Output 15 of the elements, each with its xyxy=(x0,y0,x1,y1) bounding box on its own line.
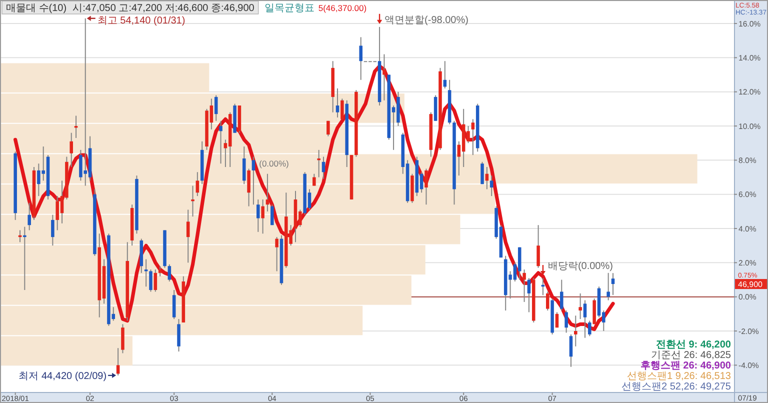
annotation: 배당락(0.00%) xyxy=(548,261,613,272)
annotation: 후행스팬 26: 46,900 xyxy=(640,360,732,372)
text: 46,900 xyxy=(738,280,764,290)
text: 선행스팬1 9,26: 46,513 xyxy=(627,371,732,382)
annotation: 일목균형표 xyxy=(264,3,314,14)
annotation: 전환선 9: 46,200 xyxy=(656,340,732,350)
legend: 5(46,370.00) xyxy=(318,3,367,14)
annotation: 최저 44,420 (02/09) xyxy=(18,371,107,382)
annotation: 기준선 26: 46,825 xyxy=(650,350,732,361)
annotation: 최고 54,140 (01/31) xyxy=(97,15,186,26)
annotation: (0.00%) xyxy=(259,158,290,168)
chart-title: 매물대 수(10) xyxy=(6,3,67,14)
annotation: 액면분할(-98.00%) xyxy=(384,14,468,26)
chart-subtitle: 시:47,050 고:47,200 저:46,600 종:46,900 xyxy=(72,3,255,14)
text: 선행스팬2 52,26: 49,275 xyxy=(621,382,732,392)
